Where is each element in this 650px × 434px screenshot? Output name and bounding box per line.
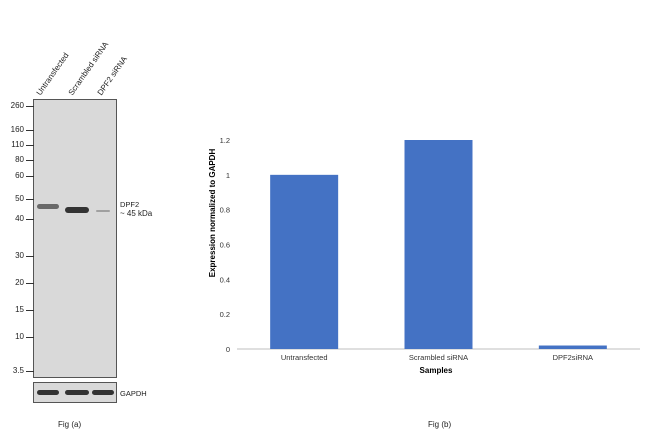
mw-tick xyxy=(26,256,34,257)
y-tick-label: 0.4 xyxy=(220,275,230,284)
mw-tick xyxy=(26,199,34,200)
y-tick-label: 1 xyxy=(226,171,230,180)
bar xyxy=(538,345,607,349)
band-dpf2-untransfected xyxy=(37,204,59,209)
y-tick-label: 0.2 xyxy=(220,310,230,319)
main-blot xyxy=(33,99,117,378)
mw-label: 20 xyxy=(15,278,24,287)
bar xyxy=(404,140,473,349)
target-name: DPF2 xyxy=(120,200,140,209)
y-tick-label: 1.2 xyxy=(220,136,230,145)
x-tick-label: Untransfected xyxy=(281,353,328,362)
mw-tick xyxy=(26,106,34,107)
y-tick-labels: 0 0.2 0.4 0.6 0.8 1 1.2 xyxy=(220,136,230,354)
mw-label: 50 xyxy=(15,194,24,203)
gapdh-blot xyxy=(33,382,117,403)
mw-tick xyxy=(26,160,34,161)
mw-tick xyxy=(26,337,34,338)
mw-label: 3.5 xyxy=(12,366,24,375)
y-axis-label: Expression normalized to GAPDH xyxy=(208,149,217,278)
band-gapdh-dpf2 xyxy=(92,390,114,395)
band-dpf2-scrambled xyxy=(65,207,89,213)
mw-label: 15 xyxy=(15,305,24,314)
bar xyxy=(270,174,339,349)
mw-label: 260 xyxy=(10,101,24,110)
band-dpf2-knockdown xyxy=(96,210,110,212)
band-gapdh-untransfected xyxy=(37,390,59,395)
x-tick-labels: Untransfected Scrambled siRNA DPF2siRNA xyxy=(281,353,593,362)
mw-tick xyxy=(26,283,34,284)
mw-label: 40 xyxy=(15,214,24,223)
mw-label: 30 xyxy=(15,251,24,260)
x-tick-label: Scrambled siRNA xyxy=(409,353,468,362)
mw-tick xyxy=(26,310,34,311)
x-axis-label: Samples xyxy=(420,366,453,375)
fig-a-caption: Fig (a) xyxy=(58,420,82,429)
y-tick-label: 0.8 xyxy=(220,206,230,215)
bars xyxy=(270,140,607,349)
mw-tick xyxy=(26,145,34,146)
mw-tick xyxy=(26,176,34,177)
band-gapdh-scrambled xyxy=(65,390,89,395)
mw-tick xyxy=(26,219,34,220)
target-size: ~ 45 kDa xyxy=(120,209,153,218)
mw-tick xyxy=(26,130,34,131)
loading-control-label: GAPDH xyxy=(120,389,147,398)
mw-label: 10 xyxy=(15,332,24,341)
mw-label: 110 xyxy=(11,140,24,149)
y-tick-label: 0 xyxy=(226,345,230,354)
mw-label: 80 xyxy=(15,155,24,164)
fig-b-caption: Fig (b) xyxy=(428,420,452,429)
target-band-label: DPF2 ~ 45 kDa xyxy=(120,200,152,218)
mw-label: 160 xyxy=(10,125,24,134)
x-tick-label: DPF2siRNA xyxy=(553,353,593,362)
mw-tick xyxy=(26,371,34,372)
mw-label: 60 xyxy=(15,171,24,180)
y-tick-label: 0.6 xyxy=(220,241,230,250)
